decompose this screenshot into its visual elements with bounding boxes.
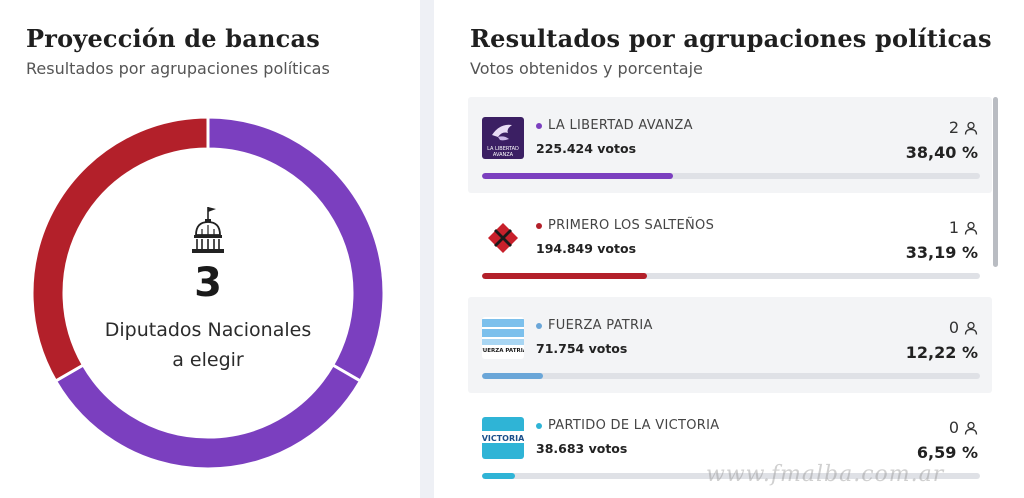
party-seats-count: 2: [948, 118, 959, 137]
avanza-logo-text: AVANZA: [493, 152, 514, 158]
vote-share-bar: [482, 173, 980, 179]
fuerza-logo-text: FUERZA PATRIA: [482, 348, 524, 354]
party-color-dot: [536, 422, 542, 429]
results-panel: Resultados por agrupaciones políticas Vo…: [434, 0, 1024, 498]
party-votes: 194.849 votos: [536, 241, 637, 256]
results-subtitle: Votos obtenidos y porcentaje: [470, 59, 703, 78]
person-icon: [964, 421, 978, 435]
party-name-group: FUERZA PATRIA: [536, 318, 653, 333]
party-percent: 38,40 %: [905, 143, 978, 162]
person-icon: [964, 121, 978, 135]
party-percent: 12,22 %: [905, 343, 978, 362]
party-row-partido-victoria[interactable]: VICTORIA PARTIDO DE LA VICTORIA 38.683 v…: [468, 397, 992, 493]
seat-segment: [30, 115, 210, 384]
party-results-list[interactable]: LA LIBERTAD AVANZA LA LIBERTAD AVANZA 22…: [468, 97, 996, 498]
party-seats-count: 1: [948, 218, 959, 237]
libertad-logo-text: LA LIBERTAD: [487, 146, 519, 152]
panel-divider: [420, 0, 434, 498]
party-seats-count: 0: [948, 318, 959, 337]
person-icon: [964, 221, 978, 235]
list-scrollbar[interactable]: [993, 97, 998, 267]
party-color-dot: [536, 122, 542, 129]
party-color-dot: [536, 322, 542, 329]
seats-caption: Diputados Nacionales a elegir: [105, 315, 312, 375]
party-row-primero-saltenos[interactable]: PRIMERO LOS SALTEÑOS 194.849 votos 1 33,…: [468, 197, 992, 293]
party-votes: 38.683 votos: [536, 441, 628, 456]
party-seats-count: 0: [948, 418, 959, 437]
party-name: PRIMERO LOS SALTEÑOS: [548, 218, 715, 233]
party-percent: 33,19 %: [905, 243, 978, 262]
party-name-group: LA LIBERTAD AVANZA: [536, 118, 693, 133]
party-votes: 225.424 votos: [536, 141, 637, 156]
capitol-icon: [192, 207, 224, 253]
party-votes: 71.754 votos: [536, 341, 628, 356]
party-seats: 2: [949, 118, 978, 137]
party-percent: 6,59 %: [916, 443, 978, 462]
seats-caption-line2: a elegir: [172, 349, 244, 371]
victoria-logo: VICTORIA: [482, 417, 524, 459]
vote-share-fill: [482, 373, 543, 379]
party-name: LA LIBERTAD AVANZA: [548, 118, 693, 133]
person-icon: [964, 321, 978, 335]
vote-share-bar: [482, 273, 980, 279]
vote-share-bar: [482, 473, 980, 479]
seat-donut-chart: [30, 115, 386, 471]
party-name-group: PARTIDO DE LA VICTORIA: [536, 418, 719, 433]
fuerza-patria-logo: FUERZA PATRIA: [482, 317, 524, 359]
total-seats-number: 3: [194, 260, 222, 306]
party-name: FUERZA PATRIA: [548, 318, 653, 333]
libertad-avanza-logo: LA LIBERTAD AVANZA: [482, 117, 524, 159]
seat-projection-panel: Proyección de bancas Resultados por agru…: [0, 0, 420, 498]
donut-center: 3 Diputados Nacionales a elegir: [30, 115, 386, 471]
vote-share-bar: [482, 373, 980, 379]
vote-share-fill: [482, 473, 515, 479]
party-name: PARTIDO DE LA VICTORIA: [548, 418, 720, 433]
party-seats: 1: [949, 218, 978, 237]
party-name-group: PRIMERO LOS SALTEÑOS: [536, 218, 714, 233]
primero-saltenos-logo: [482, 217, 524, 259]
party-seats: 0: [949, 318, 978, 337]
party-row-libertad-avanza[interactable]: LA LIBERTAD AVANZA LA LIBERTAD AVANZA 22…: [468, 97, 992, 193]
party-row-fuerza-patria[interactable]: FUERZA PATRIA FUERZA PATRIA 71.754 votos…: [468, 297, 992, 393]
vote-share-fill: [482, 173, 674, 179]
site-watermark: www.fmalba.com.ar: [706, 462, 945, 487]
vote-share-fill: [482, 273, 648, 279]
party-color-dot: [536, 222, 542, 229]
party-seats: 0: [949, 418, 978, 437]
seats-caption-line1: Diputados Nacionales: [104, 319, 312, 341]
results-title: Resultados por agrupaciones políticas: [470, 24, 992, 53]
projection-title: Proyección de bancas: [26, 24, 320, 53]
projection-subtitle: Resultados por agrupaciones políticas: [26, 59, 330, 78]
victoria-logo-text: VICTORIA: [482, 434, 524, 443]
